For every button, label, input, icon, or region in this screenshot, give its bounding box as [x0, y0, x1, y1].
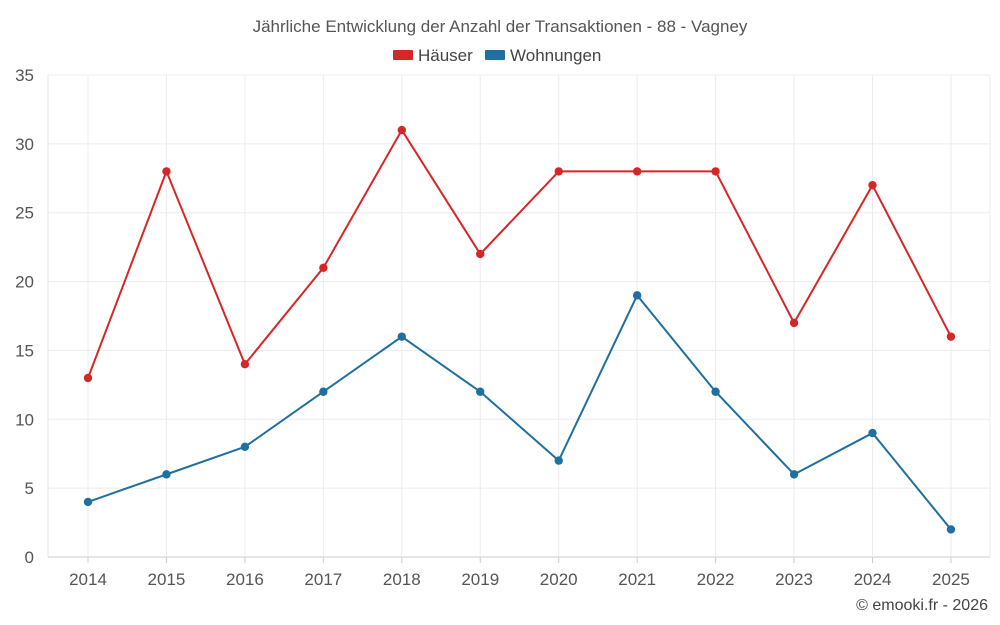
x-axis: 2014 2015 2016 2017 2018 2019 2020 2021 2022 2023… [69, 557, 970, 589]
y-tick-label: 25 [15, 204, 34, 223]
y-tick-label: 35 [15, 66, 34, 85]
data-point[interactable] [83, 497, 93, 507]
x-tick-label: 2014 [69, 570, 107, 589]
data-point[interactable] [632, 291, 642, 300]
x-tick-label: 2017 [304, 570, 342, 589]
data-point[interactable] [162, 167, 171, 176]
grid [47, 74, 991, 558]
y-tick-label: 20 [15, 273, 34, 292]
data-point[interactable] [711, 167, 720, 176]
data-point[interactable] [789, 318, 799, 328]
series-line [87, 294, 952, 531]
y-tick-label: 10 [15, 410, 34, 429]
x-tick-label: 2016 [226, 570, 264, 589]
data-point[interactable] [946, 332, 956, 341]
data-point[interactable] [946, 525, 956, 534]
y-axis: 0 5 10 15 20 25 30 35 [15, 66, 34, 567]
data-point[interactable] [476, 249, 485, 259]
data-point[interactable] [476, 387, 485, 396]
y-tick-label: 0 [25, 548, 34, 567]
legend-item-wohnungen[interactable]: Wohnungen [485, 46, 601, 65]
data-point[interactable] [554, 167, 563, 176]
x-tick-label: 2019 [461, 570, 499, 589]
data-point[interactable] [240, 442, 250, 452]
series-layer [83, 125, 956, 534]
y-tick-label: 5 [25, 479, 34, 498]
legend-label: Häuser [418, 46, 473, 65]
y-tick-label: 30 [15, 135, 34, 154]
data-point[interactable] [319, 263, 328, 272]
x-tick-label: 2024 [854, 570, 892, 589]
data-point[interactable] [632, 167, 642, 176]
legend-item-häuser[interactable]: Häuser [393, 46, 473, 65]
data-point[interactable] [83, 373, 93, 383]
data-point[interactable] [162, 470, 171, 479]
x-tick-label: 2023 [775, 570, 813, 589]
y-tick-label: 15 [15, 341, 34, 360]
x-tick-label: 2021 [618, 570, 656, 589]
legend-swatch [485, 50, 505, 60]
data-point[interactable] [789, 470, 799, 479]
credit-text: © emooki.fr - 2026 [856, 597, 988, 614]
x-tick-label: 2015 [148, 570, 186, 589]
data-point[interactable] [319, 387, 328, 396]
data-point[interactable] [868, 428, 877, 438]
data-point[interactable] [711, 387, 720, 396]
series-wohnungen [83, 291, 956, 534]
x-tick-label: 2018 [383, 570, 421, 589]
data-point[interactable] [868, 180, 877, 190]
legend-swatch [393, 50, 413, 60]
chart-title: Jährliche Entwicklung der Anzahl der Tra… [253, 17, 748, 36]
data-point[interactable] [397, 332, 406, 341]
data-point[interactable] [397, 125, 406, 135]
x-tick-label: 2020 [540, 570, 578, 589]
x-tick-label: 2025 [932, 570, 970, 589]
legend[interactable]: Häuser Wohnungen [393, 46, 601, 65]
series-line [87, 129, 952, 379]
data-point[interactable] [240, 360, 250, 369]
data-point[interactable] [554, 456, 563, 465]
x-tick-label: 2022 [697, 570, 735, 589]
series-häuser [83, 125, 956, 383]
legend-label: Wohnungen [510, 46, 601, 65]
